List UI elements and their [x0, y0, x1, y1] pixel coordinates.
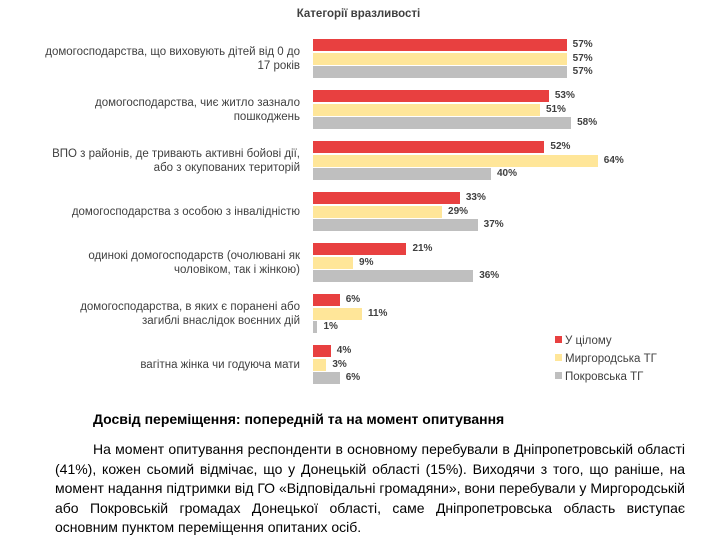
bar	[313, 270, 474, 282]
bar	[313, 103, 540, 116]
category-label: домогосподарства, що виховують дітей від…	[45, 45, 300, 72]
category-label: ВПО з районів, де тривають активні бойов…	[52, 147, 300, 174]
bar-value-label: 40%	[497, 168, 518, 179]
bar	[313, 141, 545, 153]
bar-value-label: 64%	[603, 154, 624, 166]
bar	[313, 243, 407, 255]
bar	[313, 294, 340, 306]
bar-value-label: 53%	[554, 90, 575, 101]
legend-swatch	[555, 354, 562, 361]
section-paragraph: На момент опитування респонденти в основ…	[55, 441, 685, 535]
bar	[313, 219, 478, 231]
legend-label: У цілому	[565, 335, 612, 347]
bar	[313, 90, 549, 102]
bar-value-label: 33%	[465, 192, 486, 203]
bar	[313, 307, 362, 320]
bar	[313, 345, 331, 357]
bar-value-label: 3%	[332, 358, 347, 370]
bar-value-label: 36%	[479, 270, 500, 281]
bar-value-label: 6%	[345, 372, 361, 383]
category-label: домогосподарства, в яких є поранені або …	[80, 300, 300, 327]
bar-value-label: 57%	[572, 66, 593, 77]
category-label: домогосподарства з особою з інвалідністю	[71, 205, 300, 218]
bar-value-label: 4%	[336, 345, 352, 356]
section-heading: Досвід переміщення: попередній та на мом…	[93, 411, 505, 427]
bar	[313, 192, 460, 204]
legend-swatch	[555, 372, 562, 379]
legend-item: Миргородська ТГ	[555, 352, 657, 366]
bar	[313, 117, 572, 129]
bar	[313, 358, 327, 371]
category-label: вагітна жінка чи годуюча мати	[140, 358, 300, 371]
legend-item: У цілому	[555, 334, 612, 348]
bar	[313, 205, 443, 218]
bar-value-label: 11%	[367, 307, 388, 319]
legend-swatch	[555, 336, 562, 343]
bar	[313, 39, 567, 51]
bar-value-label: 6%	[345, 294, 361, 305]
bar-value-label: 21%	[412, 243, 433, 254]
bar	[313, 168, 491, 180]
bar-value-label: 9%	[359, 256, 374, 268]
bar-value-label: 52%	[550, 141, 571, 152]
bar	[313, 372, 340, 384]
bar-value-label: 57%	[572, 39, 593, 50]
bar	[313, 52, 567, 65]
category-label: одинокі домогосподарств (очолювані як чо…	[88, 249, 300, 276]
bar-value-label: 37%	[483, 219, 504, 230]
bar-value-label: 58%	[577, 117, 598, 128]
bar-value-label: 1%	[323, 321, 338, 332]
legend-label: Миргородська ТГ	[565, 353, 657, 365]
bar	[313, 154, 598, 167]
bar	[313, 256, 354, 269]
category-label: домогосподарства, чиє житло зазнало пошк…	[95, 96, 300, 123]
legend-item: Покровська ТГ	[555, 370, 643, 384]
bar	[313, 321, 318, 333]
bar-value-label: 51%	[545, 103, 566, 115]
bar-value-label: 29%	[448, 205, 469, 217]
vulnerability-chart: Категорії вразливості домогосподарства, …	[45, 8, 657, 384]
bar-value-label: 57%	[572, 52, 593, 64]
chart-title: Категорії вразливості	[296, 8, 421, 20]
bar	[313, 66, 567, 78]
legend-label: Покровська ТГ	[565, 371, 644, 383]
